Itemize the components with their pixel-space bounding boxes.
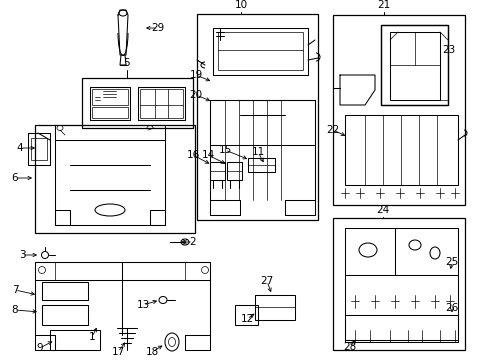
Text: 14: 14	[201, 150, 214, 160]
Bar	[35, 125, 195, 233]
Bar	[226, 162, 242, 180]
Ellipse shape	[201, 266, 208, 274]
Bar	[90, 87, 130, 120]
Text: 8: 8	[12, 305, 18, 315]
Ellipse shape	[408, 240, 420, 250]
Text: 10: 10	[234, 0, 247, 10]
Bar	[247, 158, 274, 172]
Text: 15: 15	[218, 145, 231, 155]
Text: 25: 25	[445, 257, 458, 267]
Text: 24: 24	[376, 205, 389, 215]
Text: 5: 5	[123, 58, 130, 68]
Text: 7: 7	[12, 285, 18, 295]
Bar	[209, 162, 224, 180]
Bar	[345, 228, 457, 340]
Bar	[254, 295, 294, 320]
Ellipse shape	[41, 252, 48, 258]
Ellipse shape	[181, 239, 189, 245]
Text: 16: 16	[186, 150, 199, 160]
Bar	[42, 282, 88, 300]
Bar	[235, 305, 258, 325]
Bar	[82, 78, 193, 128]
Text: 21: 21	[377, 0, 390, 10]
Ellipse shape	[57, 126, 63, 130]
Text: 18: 18	[145, 347, 158, 357]
Bar	[92, 107, 128, 118]
Bar	[197, 14, 317, 220]
Bar	[31, 138, 47, 160]
Text: 13: 13	[136, 300, 149, 310]
Ellipse shape	[164, 333, 179, 351]
Bar	[345, 115, 457, 185]
Bar	[380, 25, 447, 105]
Text: 11: 11	[251, 147, 264, 157]
Bar	[92, 89, 128, 105]
Bar	[332, 218, 464, 350]
Bar	[42, 305, 88, 325]
Text: 19: 19	[189, 70, 202, 80]
Text: 4: 4	[17, 143, 23, 153]
Text: 23: 23	[442, 45, 455, 55]
Text: 3: 3	[19, 250, 25, 260]
Bar	[332, 15, 464, 205]
Text: 1: 1	[88, 332, 95, 342]
Ellipse shape	[358, 243, 376, 257]
Text: 9: 9	[37, 343, 43, 353]
Text: 29: 29	[151, 23, 164, 33]
Ellipse shape	[39, 266, 45, 274]
Text: 17: 17	[111, 347, 124, 357]
Bar	[138, 87, 184, 120]
Bar	[213, 28, 307, 75]
Text: 6: 6	[12, 173, 18, 183]
Text: 27: 27	[260, 276, 273, 286]
Text: 28: 28	[343, 342, 356, 352]
Ellipse shape	[95, 204, 125, 216]
Ellipse shape	[119, 10, 127, 16]
Text: 22: 22	[325, 125, 339, 135]
Ellipse shape	[159, 297, 167, 303]
Bar	[389, 32, 439, 100]
Text: 26: 26	[445, 303, 458, 313]
Bar	[140, 89, 183, 118]
Text: 12: 12	[240, 314, 253, 324]
Bar	[50, 330, 100, 350]
Bar	[380, 25, 447, 105]
Bar	[218, 32, 303, 70]
Bar	[345, 315, 457, 342]
Text: 2: 2	[189, 237, 196, 247]
Ellipse shape	[168, 338, 175, 346]
Text: 20: 20	[189, 90, 202, 100]
Ellipse shape	[429, 247, 439, 259]
